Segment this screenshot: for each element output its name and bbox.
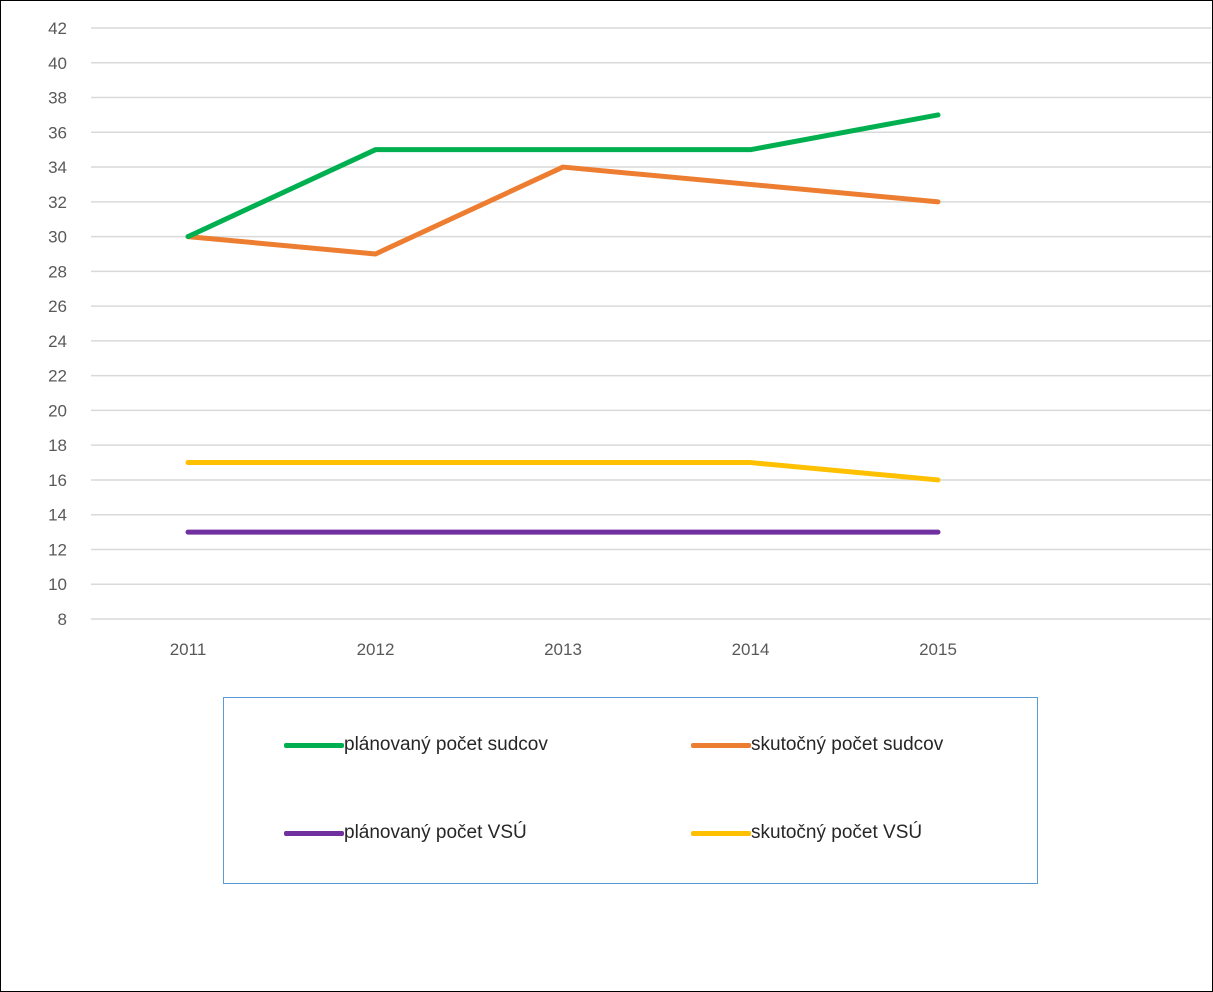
legend: plánovaný počet sudcov skutočný počet su… <box>223 697 1038 884</box>
grid <box>91 27 1211 620</box>
x-tick-label: 2014 <box>732 640 770 659</box>
legend-item-planned-judges: plánovaný počet sudcov <box>284 732 548 758</box>
y-tick-label: 42 <box>48 19 67 38</box>
y-tick-label: 24 <box>48 332 67 351</box>
legend-label: skutočný počet sudcov <box>751 734 944 755</box>
y-tick-label: 20 <box>48 401 67 420</box>
y-tick-label: 8 <box>58 610 67 629</box>
x-axis-ticks: 2011 2012 2013 2014 2015 <box>170 640 957 659</box>
x-tick-label: 2011 <box>170 640 207 659</box>
x-tick-label: 2012 <box>357 640 395 659</box>
legend-swatch <box>691 830 751 836</box>
legend-item-actual-vsu: skutočný počet VSÚ <box>691 820 922 846</box>
y-tick-label: 26 <box>48 297 67 316</box>
series-line-0 <box>185 112 941 240</box>
series-line-3 <box>185 460 941 483</box>
legend-label: plánovaný počet sudcov <box>344 734 548 755</box>
y-tick-label: 16 <box>48 471 67 490</box>
y-tick-label: 14 <box>48 506 67 525</box>
y-axis-ticks: 8 10 12 14 16 18 20 22 24 26 28 30 32 34 36 38 40 42 <box>48 19 67 629</box>
legend-swatch <box>284 830 344 836</box>
legend-item-planned-vsu: plánovaný počet VSÚ <box>284 820 527 846</box>
legend-label: plánovaný počet VSÚ <box>344 822 527 843</box>
y-tick-label: 10 <box>48 575 67 594</box>
x-tick-label: 2015 <box>919 640 957 659</box>
legend-swatch <box>284 742 344 748</box>
y-tick-label: 34 <box>48 158 67 177</box>
y-tick-label: 28 <box>48 262 67 281</box>
series-line-1 <box>185 164 941 257</box>
y-tick-label: 32 <box>48 193 67 212</box>
x-tick-label: 2013 <box>544 640 582 659</box>
legend-item-actual-judges: skutočný počet sudcov <box>691 732 943 758</box>
y-tick-label: 18 <box>48 436 67 455</box>
y-tick-label: 38 <box>48 89 67 108</box>
legend-swatch <box>691 742 751 748</box>
legend-label: skutočný počet VSÚ <box>751 822 923 843</box>
series-lines <box>185 112 941 535</box>
y-tick-label: 30 <box>48 228 67 247</box>
y-tick-label: 36 <box>48 123 67 142</box>
y-tick-label: 22 <box>48 367 67 386</box>
y-tick-label: 40 <box>48 54 67 73</box>
y-tick-label: 12 <box>48 540 67 559</box>
